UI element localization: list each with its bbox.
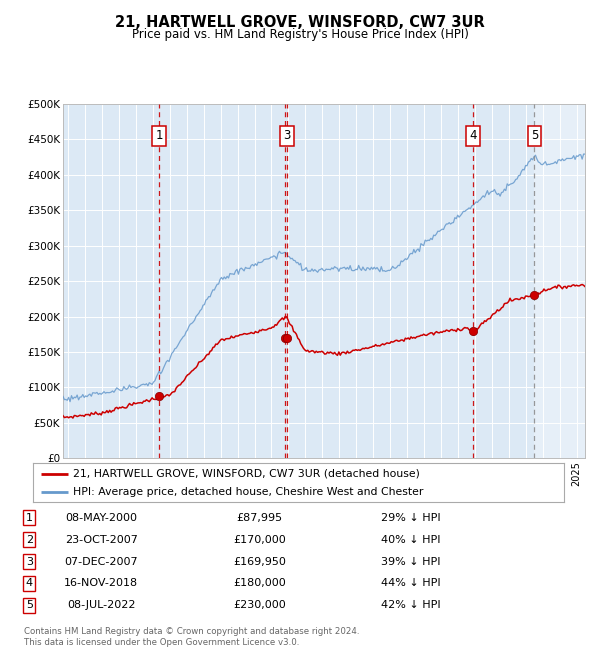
Text: 21, HARTWELL GROVE, WINSFORD, CW7 3UR: 21, HARTWELL GROVE, WINSFORD, CW7 3UR — [115, 15, 485, 30]
Text: Contains HM Land Registry data © Crown copyright and database right 2024.
This d: Contains HM Land Registry data © Crown c… — [24, 627, 359, 647]
Text: 5: 5 — [26, 601, 33, 610]
Text: 08-MAY-2000: 08-MAY-2000 — [65, 513, 137, 523]
Text: £169,950: £169,950 — [233, 556, 286, 567]
Text: 2: 2 — [26, 534, 33, 545]
Text: £170,000: £170,000 — [233, 534, 286, 545]
Text: £230,000: £230,000 — [233, 601, 286, 610]
Text: 39% ↓ HPI: 39% ↓ HPI — [380, 556, 440, 567]
Text: £180,000: £180,000 — [233, 578, 286, 588]
Text: 3: 3 — [26, 556, 33, 567]
Text: 3: 3 — [284, 129, 291, 142]
Text: 29% ↓ HPI: 29% ↓ HPI — [380, 513, 440, 523]
Bar — [535, 104, 585, 458]
Text: 5: 5 — [531, 129, 538, 142]
Text: £87,995: £87,995 — [236, 513, 283, 523]
Text: 21, HARTWELL GROVE, WINSFORD, CW7 3UR (detached house): 21, HARTWELL GROVE, WINSFORD, CW7 3UR (d… — [73, 469, 420, 478]
Text: 16-NOV-2018: 16-NOV-2018 — [64, 578, 139, 588]
Text: 44% ↓ HPI: 44% ↓ HPI — [380, 578, 440, 588]
Text: 1: 1 — [26, 513, 33, 523]
Text: 07-DEC-2007: 07-DEC-2007 — [64, 556, 138, 567]
Text: Price paid vs. HM Land Registry's House Price Index (HPI): Price paid vs. HM Land Registry's House … — [131, 28, 469, 41]
Text: 08-JUL-2022: 08-JUL-2022 — [67, 601, 136, 610]
Text: HPI: Average price, detached house, Cheshire West and Chester: HPI: Average price, detached house, Ches… — [73, 487, 423, 497]
Text: 40% ↓ HPI: 40% ↓ HPI — [380, 534, 440, 545]
Bar — [535, 104, 585, 458]
Text: 4: 4 — [469, 129, 476, 142]
Text: 23-OCT-2007: 23-OCT-2007 — [65, 534, 138, 545]
Text: 1: 1 — [155, 129, 163, 142]
Text: 42% ↓ HPI: 42% ↓ HPI — [380, 601, 440, 610]
Text: 4: 4 — [26, 578, 33, 588]
